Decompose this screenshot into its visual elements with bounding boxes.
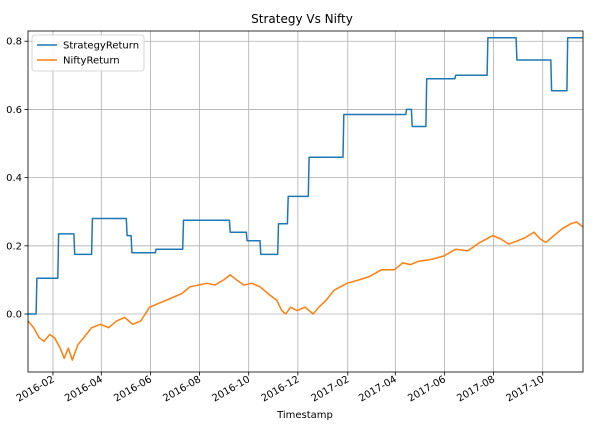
x-tick-label: 2016-10 <box>211 374 253 404</box>
plot-frame <box>27 30 584 373</box>
y-tick-label: 0.2 <box>6 241 22 252</box>
x-tick-label: 2017-02 <box>310 374 352 404</box>
x-tick-label: 2017-06 <box>406 374 448 404</box>
x-tick-label: 2016-04 <box>63 374 105 404</box>
strategyreturn-line <box>28 37 583 315</box>
chart-title: Strategy Vs Nifty <box>251 12 353 26</box>
x-axis-label: Timestamp <box>276 410 333 421</box>
x-tick-label: 2016-12 <box>260 374 302 404</box>
y-tick-label: 0.4 <box>6 173 22 184</box>
legend-label: StrategyReturn <box>63 41 139 52</box>
x-tick-label: 2016-06 <box>112 374 154 404</box>
grid <box>28 31 583 372</box>
y-axis: 0.0 0.2 0.4 0.6 0.8 <box>6 37 28 321</box>
x-axis: 2016-02 2016-04 2016-06 2016-08 2016-10 2016-… <box>15 372 546 404</box>
x-tick-label: 2016-08 <box>161 374 203 404</box>
legend-box <box>31 34 145 72</box>
x-tick-label: 2017-10 <box>505 374 547 404</box>
x-tick-label: 2017-04 <box>357 374 399 404</box>
y-tick-label: 0.8 <box>6 37 22 48</box>
series-layer <box>27 37 584 361</box>
legend: StrategyReturn NiftyReturn <box>31 34 145 72</box>
y-tick-label: 0.6 <box>6 105 22 116</box>
y-tick-label: 0.0 <box>6 310 22 321</box>
legend-label: NiftyReturn <box>63 56 120 67</box>
x-tick-label: 2016-02 <box>15 374 57 404</box>
niftyreturn-line <box>27 221 584 361</box>
x-tick-label: 2017-08 <box>455 374 497 404</box>
